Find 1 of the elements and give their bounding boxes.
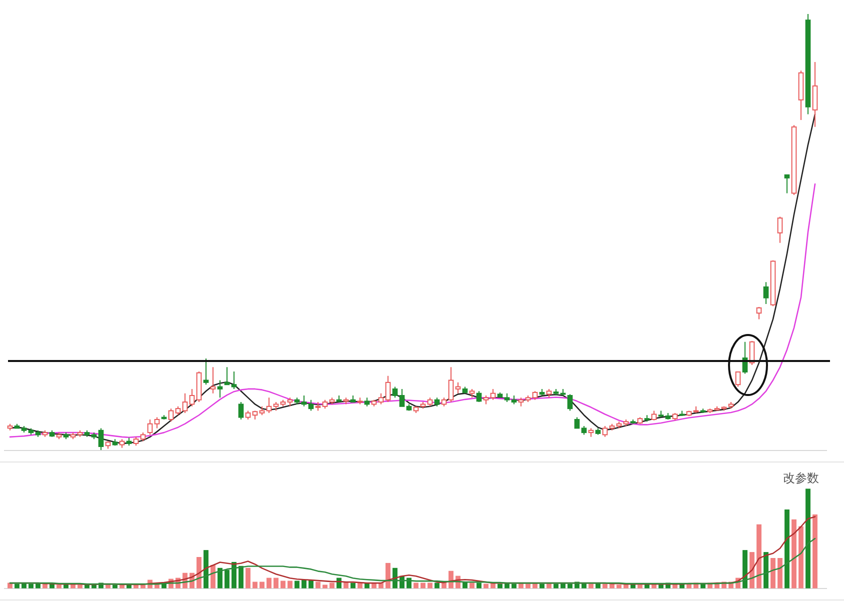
annotation: 改参数 <box>783 471 819 485</box>
